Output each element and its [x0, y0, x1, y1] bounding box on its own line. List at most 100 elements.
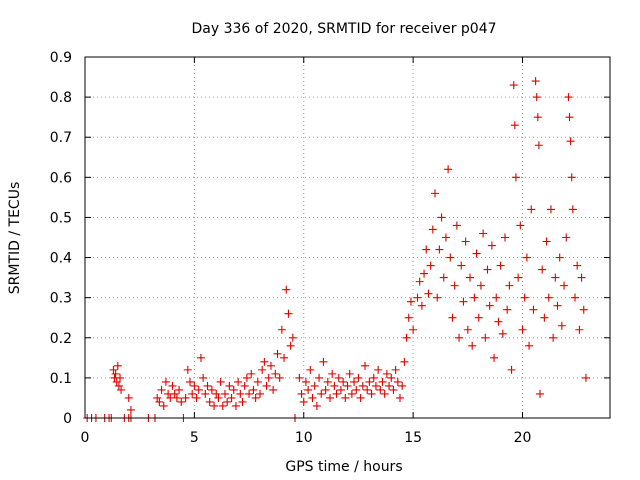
data-point	[371, 381, 380, 390]
data-point	[153, 393, 162, 402]
data-point	[516, 221, 525, 230]
data-point	[297, 389, 306, 398]
data-point	[229, 385, 238, 394]
data-point	[330, 381, 339, 390]
tick-marks	[84, 56, 610, 419]
data-point	[534, 141, 543, 150]
data-points	[83, 77, 590, 422]
data-point	[157, 385, 166, 394]
data-point	[546, 205, 555, 214]
data-point	[231, 401, 240, 410]
data-point	[579, 305, 588, 314]
data-point	[365, 377, 374, 386]
data-point	[540, 313, 549, 322]
data-point	[358, 381, 367, 390]
chart-title: Day 336 of 2020, SRMTID for receiver p04…	[191, 21, 496, 37]
data-point	[529, 305, 538, 314]
data-point	[240, 381, 249, 390]
data-point	[472, 249, 481, 258]
data-point	[532, 93, 541, 102]
x-tick-labels: 0 5 10 15 20	[81, 430, 532, 446]
data-point	[196, 353, 205, 362]
data-point	[505, 281, 514, 290]
data-point	[286, 341, 295, 350]
data-point	[315, 373, 324, 382]
data-point	[199, 373, 208, 382]
data-point	[181, 393, 190, 402]
data-point	[218, 401, 227, 410]
data-point	[452, 221, 461, 230]
x-tick-label: 10	[295, 430, 313, 446]
data-point	[111, 369, 120, 378]
data-point	[304, 385, 313, 394]
y-tick-label: 0.3	[50, 291, 72, 307]
data-point	[404, 313, 413, 322]
data-point	[553, 301, 562, 310]
data-point	[234, 377, 243, 386]
data-point	[112, 377, 121, 386]
y-tick-label: 0.9	[50, 50, 72, 66]
data-point	[280, 353, 289, 362]
data-point	[172, 393, 181, 402]
data-point	[126, 405, 135, 414]
y-tick-label: 0.2	[50, 331, 72, 347]
data-point	[317, 389, 326, 398]
data-point	[288, 333, 297, 342]
data-point	[470, 293, 479, 302]
data-point	[266, 361, 275, 370]
data-point	[336, 385, 345, 394]
data-point	[567, 173, 576, 182]
data-point	[249, 385, 258, 394]
data-point	[168, 381, 177, 390]
data-point	[117, 385, 126, 394]
data-point	[457, 261, 466, 270]
data-point	[564, 93, 573, 102]
data-point	[376, 385, 385, 394]
data-point	[396, 393, 404, 402]
data-point	[527, 205, 536, 214]
y-tick-label: 0.5	[50, 210, 72, 226]
data-point	[450, 281, 459, 290]
data-point	[170, 389, 179, 398]
data-point	[242, 373, 251, 382]
data-point	[277, 325, 286, 334]
data-point	[382, 369, 391, 378]
data-point	[238, 397, 247, 406]
data-point	[177, 397, 186, 406]
data-point	[194, 385, 203, 394]
data-point	[273, 349, 282, 358]
data-point	[565, 113, 574, 122]
y-axis-label: SRMTID / TECUs	[7, 182, 23, 295]
data-point	[258, 365, 267, 374]
data-point	[389, 385, 398, 394]
data-point	[476, 281, 485, 290]
data-point	[573, 261, 582, 270]
data-point	[439, 273, 448, 282]
data-point	[560, 281, 569, 290]
data-point	[214, 393, 223, 402]
data-point	[481, 333, 490, 342]
data-point	[306, 365, 315, 374]
data-point	[369, 373, 378, 382]
data-point	[492, 293, 501, 302]
data-point	[186, 377, 194, 386]
data-point	[461, 237, 470, 246]
data-point	[308, 393, 317, 402]
data-point	[566, 137, 575, 146]
data-point	[413, 293, 422, 302]
y-tick-labels: 0 0.1 0.2 0.3 0.4 0.5 0.6 0.7 0.8 0.9	[50, 50, 72, 427]
data-point	[531, 77, 540, 86]
data-point	[124, 393, 133, 402]
data-point	[282, 285, 291, 294]
data-point	[503, 305, 512, 314]
data-point	[301, 377, 310, 386]
data-point	[312, 401, 321, 410]
data-point	[496, 261, 505, 270]
data-point	[356, 393, 365, 402]
data-point	[435, 245, 444, 254]
data-point	[387, 373, 396, 382]
data-point	[354, 373, 363, 382]
data-point	[409, 325, 418, 334]
data-point	[347, 389, 356, 398]
